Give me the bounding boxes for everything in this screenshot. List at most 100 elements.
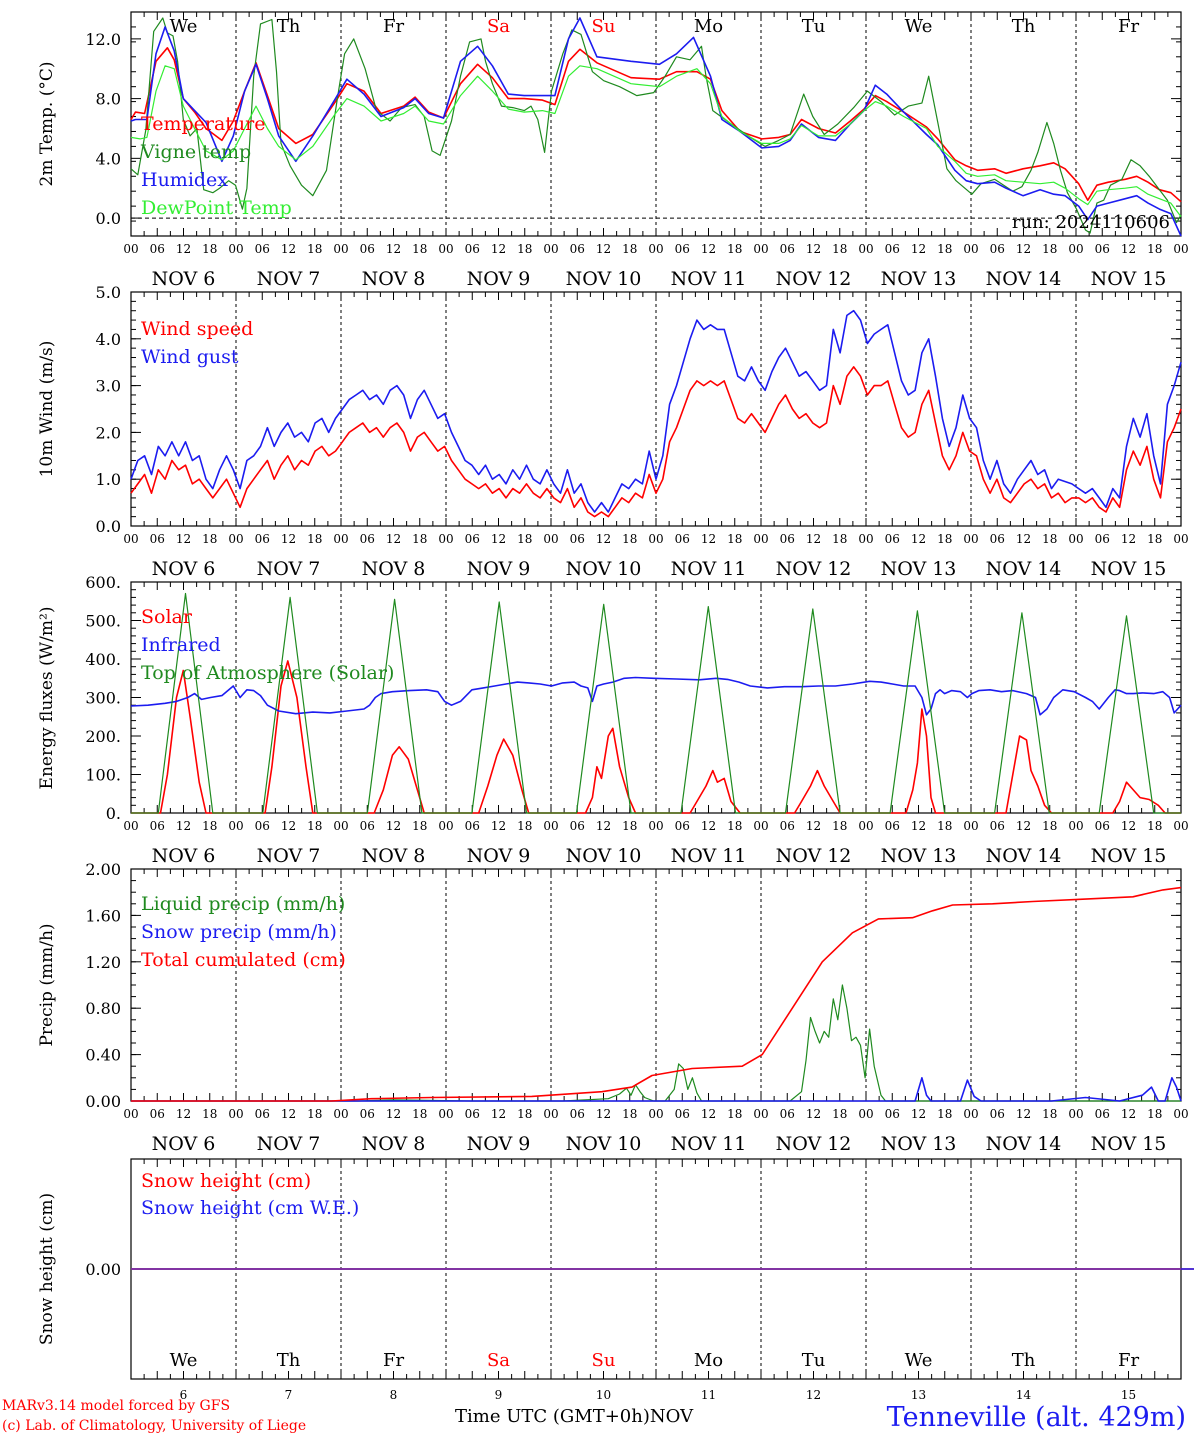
hour-label: 18: [727, 532, 742, 546]
hour-label: 18: [412, 1107, 427, 1121]
weekday-label: Tu: [802, 16, 826, 37]
hour-label: 12: [1121, 532, 1136, 546]
date-label: NOV 6: [152, 1133, 216, 1155]
series-line-top-of-atmosphere-solar-: [131, 592, 1181, 814]
hour-label: 18: [727, 1107, 742, 1121]
hour-label: 18: [727, 819, 742, 833]
y-tick-label: 12.0: [85, 30, 121, 49]
hour-label: 06: [990, 819, 1005, 833]
hour-label: 00: [1173, 1107, 1188, 1121]
day-number-label: 14: [1016, 1388, 1032, 1402]
hour-label: 18: [307, 1107, 322, 1121]
hour-label: 18: [1042, 532, 1057, 546]
date-label: NOV 13: [881, 1133, 957, 1155]
hour-label: 00: [648, 532, 663, 546]
date-label: NOV 14: [986, 268, 1062, 290]
date-label: NOV 13: [881, 268, 957, 290]
hour-label: 18: [517, 242, 532, 256]
hour-label: 12: [806, 1107, 821, 1121]
hour-label: 00: [228, 242, 243, 256]
date-label: NOV 7: [257, 268, 321, 290]
legend-entry: Snow height (cm W.E.): [141, 1197, 359, 1219]
hour-label: 00: [1068, 1107, 1083, 1121]
date-label: NOV 10: [566, 558, 642, 580]
date-label: NOV 9: [467, 268, 531, 290]
date-label: NOV 6: [152, 845, 216, 867]
series-line-vigne-temp: [130, 17, 1182, 234]
hour-label: 06: [780, 532, 795, 546]
hour-label: 12: [386, 532, 401, 546]
date-label: NOV 12: [776, 845, 852, 867]
legend-entry: Wind speed: [141, 318, 253, 340]
legend-entry: Wind gust: [141, 346, 239, 368]
date-label: NOV 8: [362, 558, 426, 580]
legend-entry: Top of Atmosphere (Solar): [141, 662, 394, 684]
weekday-label: Fr: [1118, 1350, 1139, 1371]
hour-label: 06: [570, 532, 585, 546]
hour-label: 00: [123, 242, 138, 256]
date-label: NOV 11: [671, 268, 747, 290]
hour-label: 12: [701, 242, 716, 256]
hour-label: 18: [412, 242, 427, 256]
hour-label: 00: [963, 1107, 978, 1121]
station-name: Tenneville (alt. 429m): [886, 1402, 1186, 1433]
hour-label: 06: [885, 532, 900, 546]
hour-label: 00: [858, 532, 873, 546]
hour-label: 00: [333, 242, 348, 256]
hour-label: 06: [255, 1107, 270, 1121]
date-label: NOV 10: [566, 845, 642, 867]
y-tick-label: 1.20: [85, 953, 121, 972]
date-label: NOV 14: [986, 1133, 1062, 1155]
day-number-label: 6: [180, 1388, 188, 1402]
y-tick-label: 200.: [85, 727, 121, 746]
date-label: NOV 8: [362, 268, 426, 290]
day-number-label: 9: [495, 1388, 503, 1402]
y-tick-label: 4.0: [96, 149, 121, 168]
hour-label: 00: [123, 1107, 138, 1121]
y-tick-label: 600.: [85, 573, 121, 592]
hour-label: 00: [1068, 532, 1083, 546]
date-label: NOV 10: [566, 268, 642, 290]
date-label: NOV 11: [671, 845, 747, 867]
hour-label: 18: [202, 532, 217, 546]
weekday-label: Fr: [383, 1350, 404, 1371]
hour-label: 12: [491, 532, 506, 546]
series-line-dewpoint-temp: [130, 65, 1182, 217]
date-label: NOV 6: [152, 558, 216, 580]
hour-label: 00: [648, 242, 663, 256]
hour-label: 18: [412, 532, 427, 546]
y-axis-title: 2m Temp. (°C): [37, 61, 57, 186]
date-label: NOV 10: [566, 1133, 642, 1155]
hour-label: 00: [438, 1107, 453, 1121]
weekday-label: Fr: [1118, 16, 1139, 37]
hour-label: 06: [780, 819, 795, 833]
hour-label: 18: [832, 242, 847, 256]
legend-entry: Temperature: [141, 113, 265, 135]
hour-label: 00: [858, 819, 873, 833]
hour-label: 18: [1042, 242, 1057, 256]
hour-label: 18: [937, 1107, 952, 1121]
weekday-label: We: [170, 16, 198, 37]
date-label: NOV 9: [467, 1133, 531, 1155]
hour-label: 12: [281, 532, 296, 546]
date-label: NOV 6: [152, 268, 216, 290]
x-axis-title: Time UTC (GMT+0h)NOV: [455, 1406, 693, 1427]
hour-label: 00: [123, 819, 138, 833]
date-label: NOV 14: [986, 558, 1062, 580]
hour-label: 06: [255, 819, 270, 833]
hour-label: 18: [622, 819, 637, 833]
hour-label: 00: [543, 242, 558, 256]
hour-label: 12: [1121, 1107, 1136, 1121]
y-axis-title: Snow height (cm): [37, 1193, 57, 1345]
weekday-label: Th: [1012, 1350, 1036, 1371]
hour-label: 12: [281, 819, 296, 833]
hour-label: 06: [150, 819, 165, 833]
hour-label: 12: [176, 1107, 191, 1121]
day-number-label: 15: [1121, 1388, 1136, 1402]
hour-label: 06: [1095, 242, 1110, 256]
hour-label: 00: [1173, 532, 1188, 546]
weekday-label: We: [170, 1350, 198, 1371]
legend-entry: DewPoint Temp: [141, 197, 292, 219]
hour-label: 12: [701, 532, 716, 546]
